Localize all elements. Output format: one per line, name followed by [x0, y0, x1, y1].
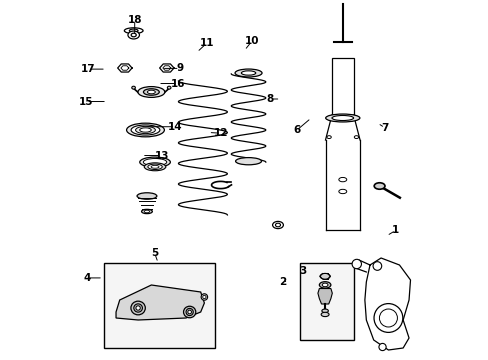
Text: 2: 2: [278, 276, 285, 287]
Ellipse shape: [131, 125, 160, 135]
Ellipse shape: [241, 71, 255, 75]
Text: 17: 17: [81, 64, 95, 74]
Circle shape: [373, 303, 402, 332]
Circle shape: [379, 309, 397, 327]
Text: 4: 4: [83, 273, 91, 283]
Ellipse shape: [144, 163, 165, 171]
Text: 10: 10: [244, 36, 259, 46]
Ellipse shape: [167, 86, 171, 89]
Ellipse shape: [275, 223, 280, 227]
Ellipse shape: [183, 306, 195, 318]
Ellipse shape: [135, 126, 155, 134]
Ellipse shape: [128, 31, 139, 39]
Text: 3: 3: [299, 266, 306, 276]
Ellipse shape: [141, 209, 152, 213]
Ellipse shape: [147, 90, 155, 94]
Ellipse shape: [320, 273, 329, 279]
Ellipse shape: [126, 123, 164, 137]
Ellipse shape: [137, 193, 157, 199]
Ellipse shape: [140, 128, 151, 132]
Circle shape: [378, 343, 386, 351]
Ellipse shape: [187, 310, 191, 314]
Ellipse shape: [325, 114, 359, 122]
Ellipse shape: [131, 301, 145, 315]
Ellipse shape: [134, 304, 142, 312]
Ellipse shape: [140, 157, 170, 167]
Text: 14: 14: [168, 122, 183, 132]
Text: 5: 5: [151, 248, 158, 258]
Text: 1: 1: [391, 225, 399, 235]
Ellipse shape: [321, 309, 327, 312]
Ellipse shape: [321, 312, 328, 316]
Text: 7: 7: [381, 123, 388, 133]
Ellipse shape: [132, 86, 135, 89]
Polygon shape: [317, 288, 332, 304]
Text: 18: 18: [127, 15, 142, 25]
Ellipse shape: [144, 210, 149, 213]
Ellipse shape: [373, 183, 384, 189]
Text: 8: 8: [266, 94, 273, 104]
Ellipse shape: [136, 306, 140, 310]
Polygon shape: [116, 285, 204, 320]
Bar: [331, 58, 353, 115]
Text: 9: 9: [176, 63, 183, 73]
Circle shape: [372, 262, 381, 270]
Ellipse shape: [124, 28, 143, 33]
Ellipse shape: [322, 283, 327, 287]
Ellipse shape: [151, 165, 159, 168]
Ellipse shape: [185, 309, 193, 316]
Ellipse shape: [338, 177, 346, 182]
Ellipse shape: [235, 69, 262, 77]
Ellipse shape: [319, 282, 330, 288]
Text: 16: 16: [170, 78, 185, 89]
Ellipse shape: [143, 89, 159, 95]
Text: 6: 6: [292, 125, 300, 135]
Text: 12: 12: [213, 128, 228, 138]
Ellipse shape: [331, 116, 353, 121]
Ellipse shape: [354, 136, 358, 139]
Ellipse shape: [143, 158, 166, 166]
Ellipse shape: [326, 136, 330, 139]
Bar: [300, 263, 353, 340]
Text: 13: 13: [154, 150, 169, 161]
Ellipse shape: [235, 158, 261, 165]
Ellipse shape: [201, 294, 207, 300]
Text: 15: 15: [79, 96, 93, 107]
Text: 11: 11: [199, 38, 214, 48]
Ellipse shape: [203, 295, 205, 299]
Ellipse shape: [147, 164, 162, 170]
Ellipse shape: [138, 87, 164, 98]
Ellipse shape: [129, 29, 138, 32]
Bar: [103, 263, 215, 348]
Circle shape: [351, 259, 361, 269]
Ellipse shape: [131, 33, 136, 37]
Ellipse shape: [338, 189, 346, 194]
Ellipse shape: [272, 221, 283, 229]
